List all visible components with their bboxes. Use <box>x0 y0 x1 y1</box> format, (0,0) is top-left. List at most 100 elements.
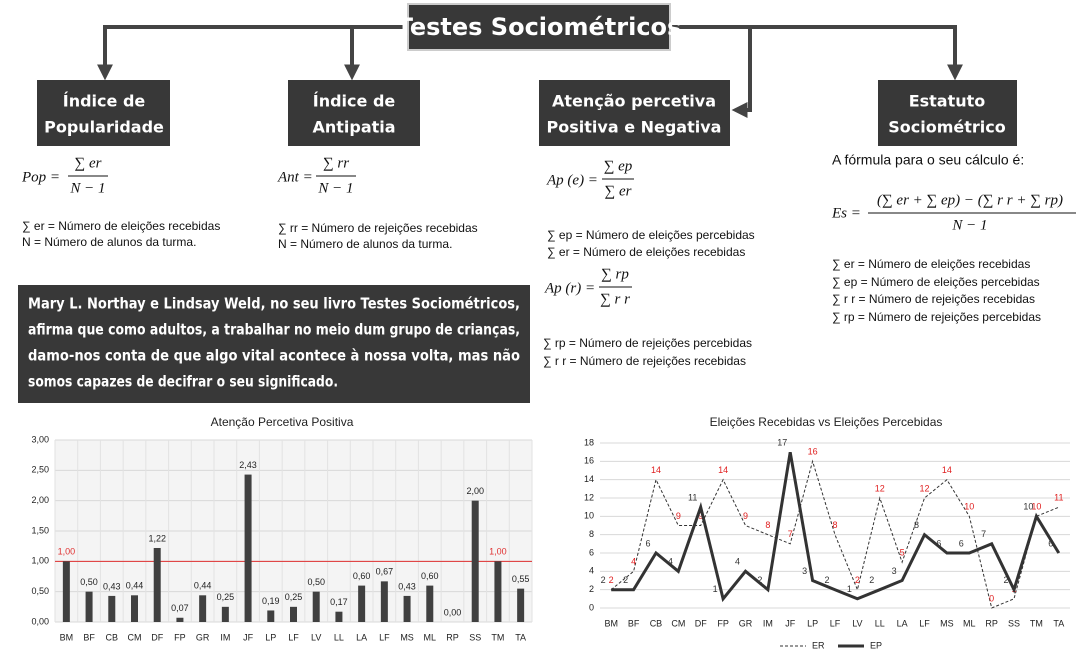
bar <box>176 617 184 622</box>
x-tick-label: LA <box>356 632 367 642</box>
chart-title: Eleições Recebidas vs Eleições Percebida… <box>710 415 943 429</box>
bar <box>403 595 411 622</box>
value-label: 14 <box>718 465 728 475</box>
legend-label: ER <box>812 640 825 650</box>
x-tick-label: RP <box>446 632 459 642</box>
definition: N = Número de alunos da turma. <box>278 237 452 251</box>
y-tick-label: 18 <box>584 437 594 447</box>
y-tick-label: 4 <box>589 566 594 576</box>
section-title: Antipatia <box>312 118 395 137</box>
x-tick-label: LL <box>875 618 885 628</box>
value-label: 3 <box>892 566 897 576</box>
value-label: 2,00 <box>466 486 484 496</box>
y-tick-label: 2,00 <box>31 495 49 505</box>
definition: N = Número de alunos da turma. <box>22 235 196 249</box>
x-tick-label: MS <box>940 618 954 628</box>
value-label: 6 <box>959 538 964 548</box>
value-label: 14 <box>651 465 661 475</box>
value-label: 10 <box>1031 502 1041 512</box>
x-tick-label: CM <box>128 632 142 642</box>
x-tick-label: DF <box>695 618 707 628</box>
formula-num: ∑ ep <box>604 158 633 174</box>
value-label: 6 <box>1048 538 1053 548</box>
x-tick-label: TA <box>515 632 526 642</box>
value-label: 12 <box>920 483 930 493</box>
bar <box>199 595 207 622</box>
y-tick-label: 10 <box>584 511 594 521</box>
value-label: 10 <box>964 502 974 512</box>
value-label: 6 <box>936 538 941 548</box>
value-label: 11 <box>688 493 697 503</box>
value-label: 0,60 <box>421 571 439 581</box>
y-tick-label: 14 <box>584 474 594 484</box>
bar <box>380 581 388 622</box>
definition: ∑ r r = Número de rejeições recebidas <box>543 354 746 368</box>
value-label: 9 <box>698 511 703 521</box>
value-label: 14 <box>942 465 952 475</box>
formula-den: ∑ r r <box>600 291 630 307</box>
value-label: 0,60 <box>353 571 371 581</box>
quote-line: Mary L. Northay e Lindsay Weld, no seu l… <box>28 295 520 313</box>
definition: ∑ er = Número de eleições recebidas <box>547 245 745 259</box>
definition: ∑ rr = Número de rejeições recebidas <box>278 221 478 235</box>
bar <box>131 595 138 622</box>
value-label: 0,55 <box>512 574 530 584</box>
section-box <box>37 80 170 146</box>
value-label: 0,07 <box>171 603 189 613</box>
value-label: 1 <box>847 584 852 594</box>
bar <box>108 595 116 622</box>
x-tick-label: LF <box>379 632 390 642</box>
x-tick-label: FP <box>174 632 186 642</box>
x-tick-label: LF <box>288 632 299 642</box>
series-line <box>611 451 1061 603</box>
value-label: 3 <box>802 566 807 576</box>
x-tick-label: BM <box>60 632 74 642</box>
page-title: Testes Sociométricos <box>397 13 682 41</box>
bar <box>244 474 252 622</box>
bar <box>153 547 161 622</box>
value-label: 12 <box>875 483 885 493</box>
x-tick-label: LV <box>852 618 862 628</box>
x-tick-label: JF <box>243 632 254 642</box>
value-label: 0,43 <box>103 581 121 591</box>
formula-lhs: Ant = <box>277 169 313 185</box>
x-tick-label: BF <box>83 632 95 642</box>
value-label: 4 <box>631 557 636 567</box>
value-label: 9 <box>676 511 681 521</box>
value-label: 9 <box>743 511 748 521</box>
bar <box>517 588 525 622</box>
x-tick-label: RP <box>985 618 998 628</box>
formula-lhs: Pop = <box>21 169 60 185</box>
value-label: 7 <box>788 529 793 539</box>
connectors <box>97 25 963 118</box>
x-tick-label: ML <box>963 618 976 628</box>
section-title: Positiva e Negativa <box>547 118 722 137</box>
value-label: 0,44 <box>194 581 212 591</box>
y-tick-label: 6 <box>589 547 594 557</box>
value-label: 1 <box>713 584 718 594</box>
x-tick-label: CB <box>106 632 119 642</box>
value-label: 0,17 <box>330 597 348 607</box>
x-tick-label: BM <box>604 618 618 628</box>
x-tick-label: JF <box>785 618 796 628</box>
value-label: 0,50 <box>80 577 98 587</box>
x-tick-label: LV <box>311 632 321 642</box>
value-label: 10 <box>1023 502 1033 512</box>
value-label: 0,25 <box>285 592 303 602</box>
y-tick-label: 16 <box>584 456 594 466</box>
x-tick-label: CB <box>650 618 663 628</box>
value-label: 8 <box>914 520 919 530</box>
quote-line: afirma que como adultos, a trabalhar no … <box>28 321 520 339</box>
x-tick-label: LP <box>807 618 818 628</box>
x-tick-label: IM <box>220 632 230 642</box>
section-box <box>878 80 1017 146</box>
formula-den: N − 1 <box>951 217 987 233</box>
value-label: 0,67 <box>376 567 394 577</box>
section-box <box>288 80 420 146</box>
value-label: 2 <box>601 575 606 585</box>
formula-lhs: Es = <box>831 205 861 221</box>
y-tick-label: 1,50 <box>31 525 49 535</box>
y-tick-label: 2 <box>589 584 594 594</box>
x-tick-label: SS <box>469 632 481 642</box>
